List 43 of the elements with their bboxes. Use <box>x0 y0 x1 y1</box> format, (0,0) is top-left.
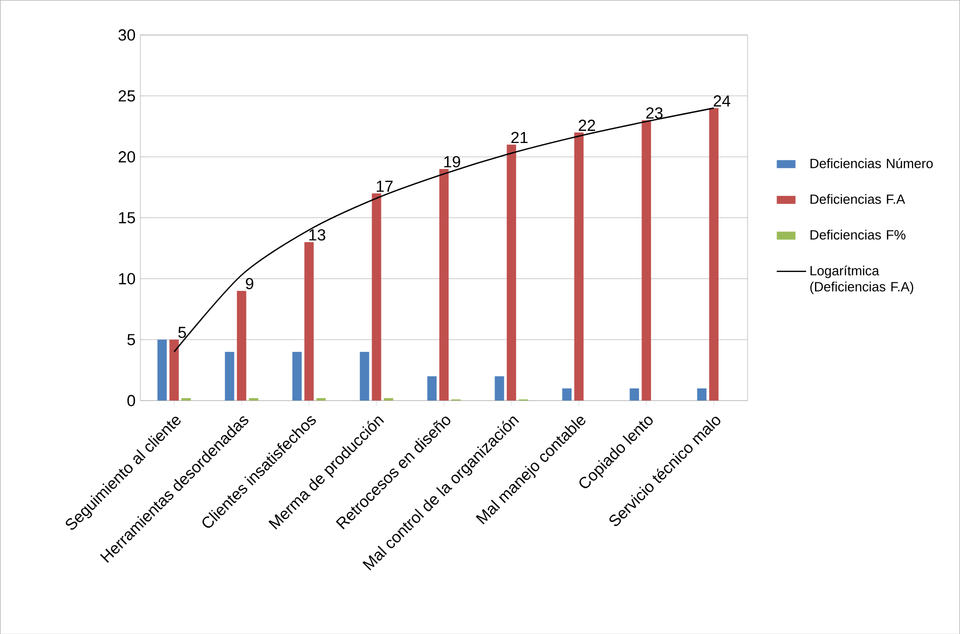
data-label: 9 <box>246 278 254 290</box>
bar <box>292 352 302 400</box>
data-label: 17 <box>376 180 393 192</box>
y-tick-label: 25 <box>118 90 135 102</box>
legend-label: Deficiencias F.A <box>810 194 906 204</box>
line-series <box>173 107 715 352</box>
y-tick-label: 20 <box>118 150 136 162</box>
data-label: 23 <box>646 107 663 118</box>
bar <box>360 352 370 400</box>
bar <box>372 193 382 400</box>
data-label: 21 <box>511 132 528 143</box>
bar <box>709 108 718 400</box>
y-tick-label: 15 <box>119 212 135 224</box>
y-tick-label: 5 <box>127 334 135 346</box>
data-label: 19 <box>444 156 460 168</box>
bar <box>157 339 167 400</box>
bar <box>169 339 179 400</box>
data-label: 24 <box>714 95 730 106</box>
y-tick-label: 10 <box>119 272 136 284</box>
bar <box>248 398 258 400</box>
bar <box>697 388 706 400</box>
legend-label: Deficiencias Número <box>810 158 933 168</box>
bar <box>506 144 516 400</box>
y-tick-label: 30 <box>118 29 136 40</box>
bar <box>427 376 437 400</box>
data-label: 22 <box>578 119 596 131</box>
y-tick-label: 0 <box>127 394 136 406</box>
bar <box>304 242 314 400</box>
bar <box>574 132 584 400</box>
bar <box>224 352 234 400</box>
bar <box>316 398 326 400</box>
bar <box>494 376 504 400</box>
legend-label: Deficiencias F% <box>810 230 906 240</box>
bar <box>439 168 449 400</box>
bar <box>562 388 572 400</box>
bar <box>642 120 652 400</box>
data-label: 13 <box>309 229 326 240</box>
legend-label: Logarítmica (Deficiencias F.A) <box>810 265 914 294</box>
data-label: 5 <box>178 326 186 338</box>
bar <box>384 398 394 400</box>
bar <box>236 290 246 400</box>
bar <box>181 398 191 400</box>
bar <box>630 388 640 400</box>
